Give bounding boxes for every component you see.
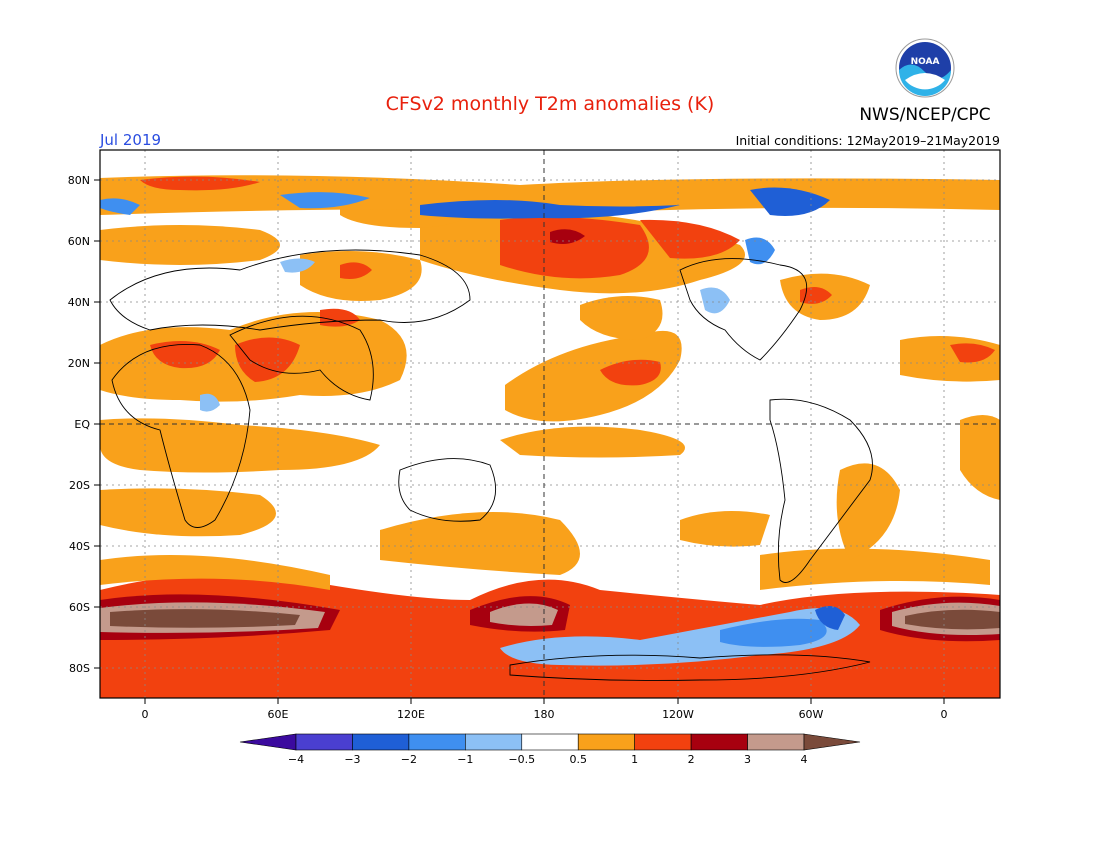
map-panel [100,150,1000,698]
colorbar: −4 −3 −2 −1 −0.5 0.5 1 2 3 4 [239,733,861,766]
axis-ticks [94,179,945,704]
lat-label: 20N [68,357,90,370]
colorbar-segment [295,733,353,751]
colorbar-segment [521,733,579,751]
valid-month-label: Jul 2019 [99,131,161,149]
colorbar-tick-label: −0.5 [508,753,535,766]
colorbar-tick-label: −2 [401,753,417,766]
colorbar-tick-label: −4 [288,753,304,766]
colorbar-segment [239,733,297,751]
colorbar-segment [465,733,523,751]
lon-label: 120E [397,708,425,721]
colorbar-segment [352,733,410,751]
arctic-anomaly [100,175,1000,219]
lat-label: EQ [74,418,90,431]
lat-label: 40N [68,296,90,309]
lon-label: 0 [142,708,149,721]
antarctic-cold-anomaly [500,606,860,666]
initial-conditions-label: Initial conditions: 12May2019–21May2019 [736,133,1000,148]
lon-label: 180 [534,708,555,721]
map-reference-lines [100,150,1000,698]
latitude-labels: 80N 60N 40N 20N EQ 20S 40S 60S 80S [68,174,91,675]
lon-label: 120W [662,708,694,721]
pacific-warm-anomaly [420,206,770,547]
lat-label: 80N [68,174,90,187]
colorbar-segment [803,733,861,751]
lon-label: 60E [268,708,289,721]
lon-label: 0 [941,708,948,721]
lon-label: 60W [799,708,824,721]
lat-label: 60N [68,235,90,248]
noaa-logo-icon: NOAA [895,38,955,98]
southern-ocean-anomaly [100,512,1000,698]
lat-label: 40S [69,540,90,553]
coastlines [109,249,873,681]
agency-label: NWS/NCEP/CPC [859,105,990,125]
chart-title: CFSv2 monthly T2m anomalies (K) [386,93,715,115]
lat-label: 20S [69,479,90,492]
longitude-labels: 0 60E 120E 180 120W 60W 0 [142,708,948,721]
colorbar-tick-label: 0.5 [569,753,587,766]
colorbar-tick-label: −1 [457,753,473,766]
colorbar-tick-label: 4 [801,753,808,766]
lat-label: 80S [69,662,90,675]
lat-label: 60S [69,601,90,614]
scattered-cold-spots [200,237,775,412]
colorbar-tick-label: 2 [688,753,695,766]
colorbar-segment [408,733,466,751]
colorbar-segment [577,733,635,751]
colorbar-segment [690,733,748,751]
colorbar-tick-label: 3 [744,753,751,766]
colorbar-tick-label: −3 [344,753,360,766]
colorbar-segment [747,733,805,751]
colorbar-segment [634,733,692,751]
noaa-logo-text: NOAA [911,57,940,67]
colorbar-tick-label: 1 [631,753,638,766]
atlantic-americas-anomaly [780,273,1000,560]
map-gridlines [100,150,1000,698]
